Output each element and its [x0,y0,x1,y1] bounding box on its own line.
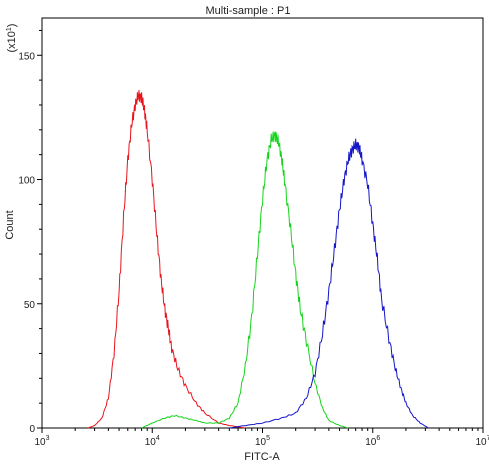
y-tick-label: 50 [24,300,36,311]
series-layer [87,89,429,429]
y-tick-label: 100 [18,176,35,187]
y-axis-label: Count [4,210,16,239]
y-axis: 0 50 100 150 [18,29,42,435]
series-line [87,89,246,429]
y-scale-factor: (x101) [6,24,18,53]
x-tick-label: 103 [34,435,49,448]
y-tick-label: 150 [18,51,35,62]
x-tick-label: 106 [365,435,380,448]
y-tick-label: 0 [29,424,35,435]
x-tick-label: 104 [145,435,160,448]
y-scale-suffix: ) [6,24,18,28]
y-scale-prefix: (x10 [6,31,18,52]
series-line [141,131,349,429]
chart-title: Multi-sample : P1 [206,5,291,17]
x-tick-label: 107 [475,435,489,448]
plot-frame [41,17,484,429]
y-scale-exponent: 1 [6,27,13,31]
x-axis: 103 104 105 106 107 [34,428,489,448]
x-axis-label: FITC-A [244,451,280,463]
x-tick-label: 105 [255,435,270,448]
series-line [229,138,429,429]
